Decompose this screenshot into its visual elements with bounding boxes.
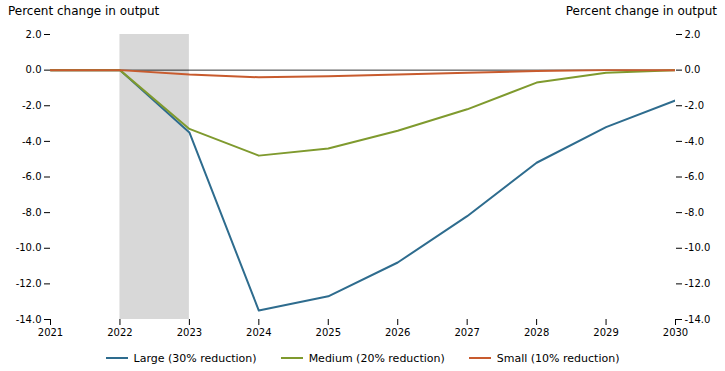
svg-text:0.0: 0.0 xyxy=(26,64,42,75)
svg-text:2029: 2029 xyxy=(593,327,618,338)
svg-text:2021: 2021 xyxy=(38,327,63,338)
svg-text:-8.0: -8.0 xyxy=(685,207,705,218)
svg-text:-10.0: -10.0 xyxy=(685,242,711,253)
html-text:Percent change in output: Percent change in output xyxy=(8,4,160,18)
svg-text:-8.0: -8.0 xyxy=(22,207,42,218)
svg-text:-12.0: -12.0 xyxy=(16,278,42,289)
svg-text:-4.0: -4.0 xyxy=(685,136,705,147)
svg-text:2027: 2027 xyxy=(454,327,479,338)
svg-text:2026: 2026 xyxy=(385,327,410,338)
svg-text:2.0: 2.0 xyxy=(685,29,701,40)
svg-text:2.0: 2.0 xyxy=(26,29,42,40)
svg-text:2028: 2028 xyxy=(524,327,549,338)
html-text:Large (30% reduction): Large (30% reduction) xyxy=(133,351,257,365)
svg-text:-12.0: -12.0 xyxy=(685,278,711,289)
svg-text:-2.0: -2.0 xyxy=(22,100,42,111)
svg-text:-6.0: -6.0 xyxy=(685,171,705,182)
svg-text:2023: 2023 xyxy=(177,327,202,338)
svg-text:-2.0: -2.0 xyxy=(685,100,705,111)
svg-text:0.0: 0.0 xyxy=(685,64,701,75)
svg-text:-6.0: -6.0 xyxy=(22,171,42,182)
svg-text:2025: 2025 xyxy=(316,327,341,338)
svg-text:2030: 2030 xyxy=(663,327,688,338)
html-text:Percent change in output: Percent change in output xyxy=(565,4,717,18)
svg-text:-10.0: -10.0 xyxy=(16,242,42,253)
html-text:Small (10% reduction): Small (10% reduction) xyxy=(496,351,620,365)
html-text:Medium (20% reduction): Medium (20% reduction) xyxy=(308,351,445,365)
svg-text:-14.0: -14.0 xyxy=(685,314,711,325)
svg-text:-14.0: -14.0 xyxy=(16,314,42,325)
svg-text:-4.0: -4.0 xyxy=(22,136,42,147)
svg-text:2022: 2022 xyxy=(107,327,132,338)
svg-text:2024: 2024 xyxy=(246,327,271,338)
